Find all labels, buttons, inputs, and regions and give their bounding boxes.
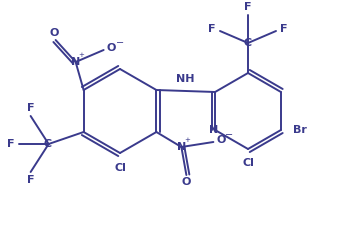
Text: Cl: Cl bbox=[242, 158, 254, 168]
Text: O: O bbox=[217, 135, 226, 145]
Text: Cl: Cl bbox=[114, 163, 126, 173]
Text: +: + bbox=[79, 52, 84, 58]
Text: F: F bbox=[208, 24, 216, 34]
Text: O: O bbox=[50, 28, 59, 38]
Text: C: C bbox=[44, 139, 52, 149]
Text: F: F bbox=[7, 139, 14, 149]
Text: O: O bbox=[182, 177, 191, 187]
Text: N: N bbox=[177, 142, 186, 152]
Text: F: F bbox=[27, 103, 34, 113]
Text: F: F bbox=[27, 175, 34, 185]
Text: N: N bbox=[209, 125, 219, 135]
Text: F: F bbox=[280, 24, 288, 34]
Text: NH: NH bbox=[176, 74, 195, 84]
Text: Br: Br bbox=[293, 125, 307, 135]
Text: −: − bbox=[116, 38, 124, 48]
Text: +: + bbox=[185, 137, 190, 143]
Text: −: − bbox=[225, 130, 234, 140]
Text: O: O bbox=[107, 43, 116, 53]
Text: F: F bbox=[244, 2, 252, 12]
Text: N: N bbox=[71, 57, 80, 67]
Text: C: C bbox=[244, 38, 252, 48]
